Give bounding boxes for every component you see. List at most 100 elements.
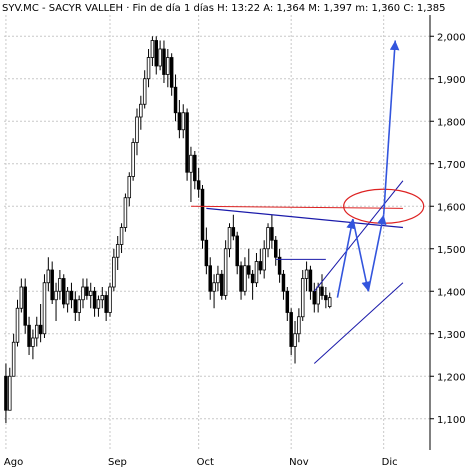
price-tick-label: 1,100 (437, 415, 466, 426)
candle (58, 270, 62, 300)
candle (85, 278, 89, 300)
candle (223, 240, 228, 300)
candle-body (196, 180, 201, 190)
candle-body (227, 227, 232, 250)
candle-body (320, 286, 324, 296)
candle (285, 287, 290, 321)
candle-body (108, 286, 112, 313)
resistance-line-red (190, 205, 403, 209)
candle-body (277, 256, 282, 275)
candle (227, 223, 232, 258)
candle-body (85, 286, 89, 296)
candle (216, 265, 220, 292)
candle-body (247, 265, 251, 275)
candle-body (285, 290, 290, 313)
candle-body (189, 154, 193, 173)
candle (235, 231, 239, 275)
candle-body (154, 40, 159, 67)
candle (46, 257, 51, 292)
candle (185, 108, 189, 181)
date-tick-label: Nov (289, 457, 309, 468)
candle (273, 236, 278, 266)
candle-body (324, 295, 328, 301)
candle-body (312, 290, 317, 305)
price-tick-label: 1,800 (437, 117, 466, 128)
candle-body (77, 299, 81, 313)
candle-body (119, 227, 124, 245)
candle-body (42, 282, 47, 335)
candle (8, 367, 12, 411)
candle (324, 287, 328, 309)
candle-body (127, 176, 132, 199)
candle (115, 236, 120, 270)
candle-body (139, 103, 143, 118)
candle (73, 291, 78, 321)
candle (297, 308, 301, 343)
candle (177, 100, 182, 139)
candle (169, 53, 174, 96)
channel-lower-line (313, 282, 404, 364)
price-tick-label: 1,600 (437, 202, 466, 213)
candle (277, 248, 282, 283)
candle-body (300, 278, 305, 318)
candle-body (166, 57, 170, 75)
candle (61, 274, 66, 309)
candle-body (216, 273, 220, 284)
candle (312, 282, 317, 313)
candle (308, 265, 313, 300)
candle (100, 287, 105, 309)
price-tick-label: 1,700 (437, 160, 466, 171)
candle (243, 257, 247, 296)
candle-body (293, 333, 297, 347)
candle-body (23, 286, 27, 326)
candle (320, 274, 324, 300)
candle-body (200, 188, 205, 241)
candle (38, 304, 43, 343)
candle (262, 240, 266, 279)
candle (146, 49, 151, 88)
candle-body (235, 235, 239, 267)
candle-body (65, 290, 70, 305)
candle-body (4, 375, 8, 411)
candle (23, 278, 27, 334)
candle (42, 274, 47, 338)
candle (173, 74, 178, 122)
candle (304, 261, 309, 292)
candle-body (15, 307, 20, 343)
candle-body (223, 248, 228, 296)
candle (250, 270, 255, 300)
candle (127, 172, 132, 207)
date-axis: Ago Sep Oct Nov Dic (4, 457, 398, 468)
candle (154, 36, 159, 75)
candle-body (281, 273, 286, 292)
candle-body (19, 286, 24, 309)
candle-body (177, 112, 182, 131)
candle (19, 278, 24, 313)
price-tick-label: 1,900 (437, 75, 466, 86)
candle (65, 287, 70, 313)
candle-body (162, 48, 166, 75)
candle-body (61, 278, 66, 305)
candle-body (239, 265, 243, 292)
candle (300, 270, 305, 321)
candle (135, 108, 139, 156)
forecast-arrow (367, 214, 387, 292)
price-axis: 1,100 1,200 1,300 1,400 1,500 1,600 1,700 1,800… (430, 32, 466, 426)
candle (166, 49, 170, 88)
candle-body (231, 227, 236, 237)
candle (50, 261, 54, 304)
candle-body (81, 286, 85, 301)
candle (123, 193, 128, 232)
price-tick-label: 1,400 (437, 287, 466, 298)
candle (270, 214, 274, 249)
candle-body (289, 312, 293, 347)
candle (204, 227, 209, 275)
candle (77, 295, 81, 321)
candle (139, 95, 143, 130)
price-tick-label: 1,500 (437, 245, 466, 256)
candle (193, 151, 197, 190)
candle (108, 282, 112, 317)
candle-body (69, 290, 74, 301)
candle (31, 329, 35, 360)
